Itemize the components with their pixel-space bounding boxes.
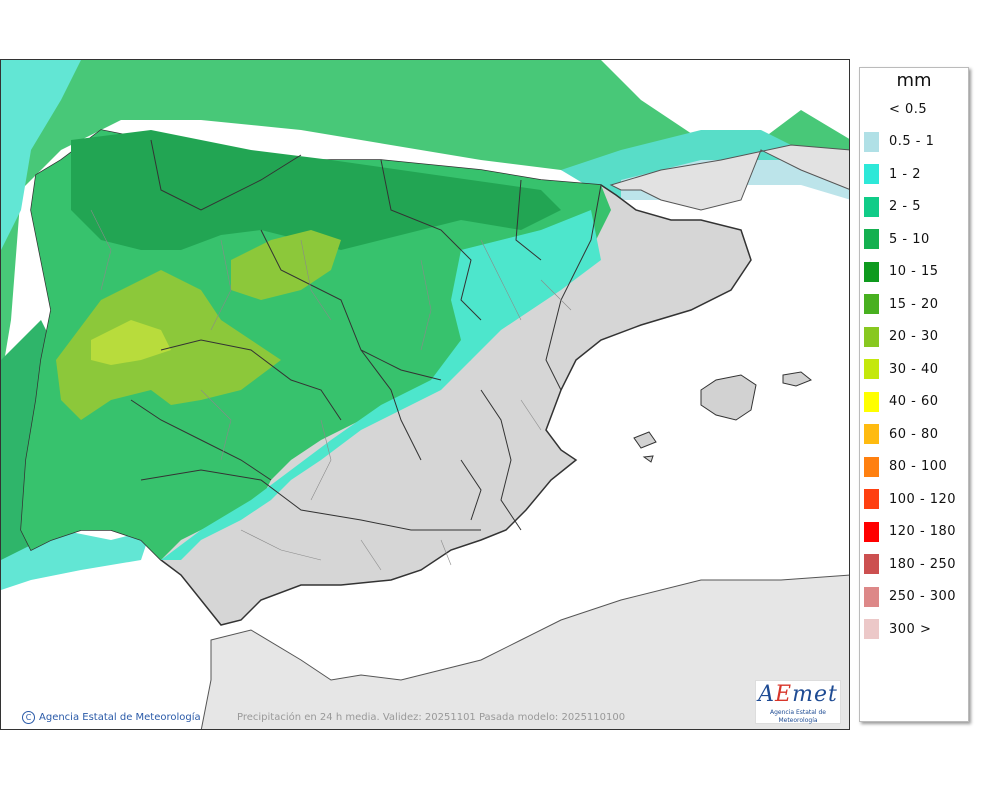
legend-item: 2 - 5 bbox=[864, 196, 921, 217]
legend-label: 80 - 100 bbox=[889, 459, 948, 474]
legend-swatch bbox=[864, 586, 879, 607]
formentera-island bbox=[642, 455, 654, 463]
legend-swatch bbox=[864, 229, 879, 249]
legend-item: < 0.5 bbox=[864, 99, 927, 119]
land-precip-lime-band bbox=[231, 230, 341, 300]
aemet-logo: AEmet Agencia Estatal de Meteorología bbox=[755, 680, 841, 724]
france-land bbox=[609, 144, 849, 211]
precipitation-legend: mm < 0.5 0.5 - 1 1 - 2 2 - 5 5 - 10 10 - 15 15… bbox=[859, 67, 969, 722]
legend-item: 15 - 20 bbox=[864, 294, 939, 314]
copyright-icon: C bbox=[22, 711, 35, 724]
legend-swatch bbox=[864, 294, 879, 314]
legend-swatch bbox=[864, 521, 879, 542]
legend-title: mm bbox=[896, 70, 932, 91]
land-precip-yellowgreen bbox=[91, 320, 171, 365]
sea-precip-cyan-north bbox=[1, 60, 81, 250]
legend-swatch bbox=[864, 131, 879, 152]
precipitation-map bbox=[0, 59, 850, 730]
legend-item: 1 - 2 bbox=[864, 164, 921, 184]
legend-label: 1 - 2 bbox=[889, 166, 921, 182]
legend-item: 5 - 10 bbox=[864, 229, 930, 249]
legend-item: 180 - 250 bbox=[864, 554, 956, 574]
legend-item: 0.5 - 1 bbox=[864, 131, 935, 152]
legend-label: < 0.5 bbox=[889, 101, 928, 117]
legend-item: 100 - 120 bbox=[864, 489, 956, 509]
logo-mark: AEmet bbox=[758, 682, 838, 707]
legend-swatch bbox=[864, 456, 879, 477]
legend-item: 40 - 60 bbox=[864, 391, 939, 412]
legend-item: 60 - 80 bbox=[864, 424, 939, 444]
region-borders bbox=[130, 139, 602, 531]
legend-label: 15 - 20 bbox=[889, 296, 939, 312]
legend-label: 5 - 10 bbox=[889, 231, 930, 247]
legend-item: 120 - 180 bbox=[864, 521, 957, 542]
legend-swatch bbox=[864, 261, 879, 282]
legend-item: 20 - 30 bbox=[864, 326, 939, 347]
legend-label: 20 - 30 bbox=[889, 329, 939, 344]
legend-label: 60 - 80 bbox=[889, 426, 939, 442]
ibiza-island bbox=[633, 431, 657, 449]
map-canvas bbox=[1, 60, 849, 729]
map-caption: Precipitación en 24 h media. Validez: 20… bbox=[237, 712, 626, 723]
legend-swatch bbox=[864, 554, 879, 574]
legend-label: 0.5 - 1 bbox=[889, 134, 935, 149]
legend-label: 120 - 180 bbox=[889, 524, 957, 539]
africa-land bbox=[200, 574, 849, 729]
legend-swatch bbox=[864, 359, 879, 379]
legend-swatch bbox=[864, 196, 879, 217]
province-borders bbox=[90, 209, 572, 571]
land-precip-cyan bbox=[161, 210, 601, 560]
legend-swatch bbox=[864, 424, 879, 444]
legend-item: 10 - 15 bbox=[864, 261, 939, 282]
land-precip-darkgreen bbox=[71, 130, 561, 250]
agency-name: Agencia Estatal de Meteorología bbox=[39, 712, 201, 723]
legend-label: 40 - 60 bbox=[889, 394, 939, 409]
legend-item: 300 > bbox=[864, 619, 931, 639]
legend-swatch bbox=[864, 164, 879, 184]
legend-label: 2 - 5 bbox=[889, 199, 921, 214]
logo-subtitle: Agencia Estatal de Meteorología bbox=[769, 709, 826, 724]
legend-label: 180 - 250 bbox=[889, 556, 957, 572]
legend-label: 250 - 300 bbox=[889, 589, 957, 604]
legend-item: 80 - 100 bbox=[864, 456, 948, 477]
mallorca-island bbox=[700, 374, 757, 421]
legend-label: 10 - 15 bbox=[889, 264, 939, 279]
menorca-island bbox=[782, 371, 812, 387]
legend-swatch bbox=[864, 489, 879, 509]
legend-swatch bbox=[864, 326, 879, 347]
agency-credit: C Agencia Estatal de Meteorología bbox=[22, 711, 201, 724]
legend-label: 300 > bbox=[889, 621, 932, 637]
legend-item: 30 - 40 bbox=[864, 359, 939, 379]
legend-label: 30 - 40 bbox=[889, 361, 939, 377]
legend-label: 100 - 120 bbox=[889, 491, 957, 507]
legend-item: 250 - 300 bbox=[864, 586, 957, 607]
legend-swatch bbox=[864, 619, 879, 639]
legend-swatch bbox=[864, 391, 879, 412]
sea-precip-green bbox=[1, 60, 849, 380]
legend-swatch bbox=[864, 99, 879, 119]
